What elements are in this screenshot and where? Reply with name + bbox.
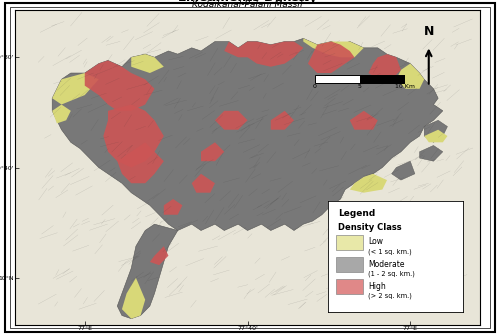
Polygon shape: [85, 60, 154, 111]
Polygon shape: [350, 111, 378, 130]
Polygon shape: [201, 142, 224, 161]
Polygon shape: [224, 42, 304, 67]
Polygon shape: [215, 111, 248, 130]
Polygon shape: [308, 42, 354, 73]
Text: 10 Km: 10 Km: [395, 84, 415, 89]
Polygon shape: [192, 174, 215, 193]
Text: Kodaikanal-Palani Massif: Kodaikanal-Palani Massif: [192, 0, 303, 9]
Text: Legend: Legend: [338, 209, 376, 218]
Polygon shape: [350, 174, 387, 193]
FancyBboxPatch shape: [336, 279, 362, 294]
Text: 0: 0: [313, 84, 317, 89]
Polygon shape: [424, 120, 448, 142]
Polygon shape: [104, 105, 164, 168]
Polygon shape: [392, 161, 415, 180]
Polygon shape: [368, 54, 401, 79]
Polygon shape: [304, 39, 364, 57]
Polygon shape: [122, 278, 145, 319]
Polygon shape: [52, 105, 71, 123]
Polygon shape: [396, 64, 424, 89]
Text: (> 2 sq. km.): (> 2 sq. km.): [368, 293, 412, 299]
Polygon shape: [52, 73, 98, 105]
Polygon shape: [150, 246, 169, 265]
Text: (< 1 sq. km.): (< 1 sq. km.): [368, 249, 412, 255]
Text: Low: Low: [368, 238, 383, 247]
Text: 5: 5: [358, 84, 362, 89]
Polygon shape: [52, 39, 443, 230]
FancyBboxPatch shape: [336, 257, 362, 272]
FancyBboxPatch shape: [336, 235, 362, 250]
Polygon shape: [424, 130, 448, 142]
Text: Lineaments Density: Lineaments Density: [178, 0, 317, 4]
Text: High: High: [368, 282, 386, 291]
Text: Density Class: Density Class: [338, 223, 402, 232]
Bar: [315, 75, 360, 83]
Polygon shape: [131, 54, 164, 73]
Bar: [360, 75, 405, 83]
Polygon shape: [15, 10, 480, 325]
Polygon shape: [271, 111, 294, 130]
Text: Moderate: Moderate: [368, 260, 405, 269]
Text: N: N: [424, 25, 434, 38]
Polygon shape: [118, 224, 178, 319]
Polygon shape: [164, 199, 182, 215]
Polygon shape: [420, 145, 443, 161]
Polygon shape: [118, 142, 164, 183]
Text: (1 - 2 sq. km.): (1 - 2 sq. km.): [368, 271, 415, 277]
